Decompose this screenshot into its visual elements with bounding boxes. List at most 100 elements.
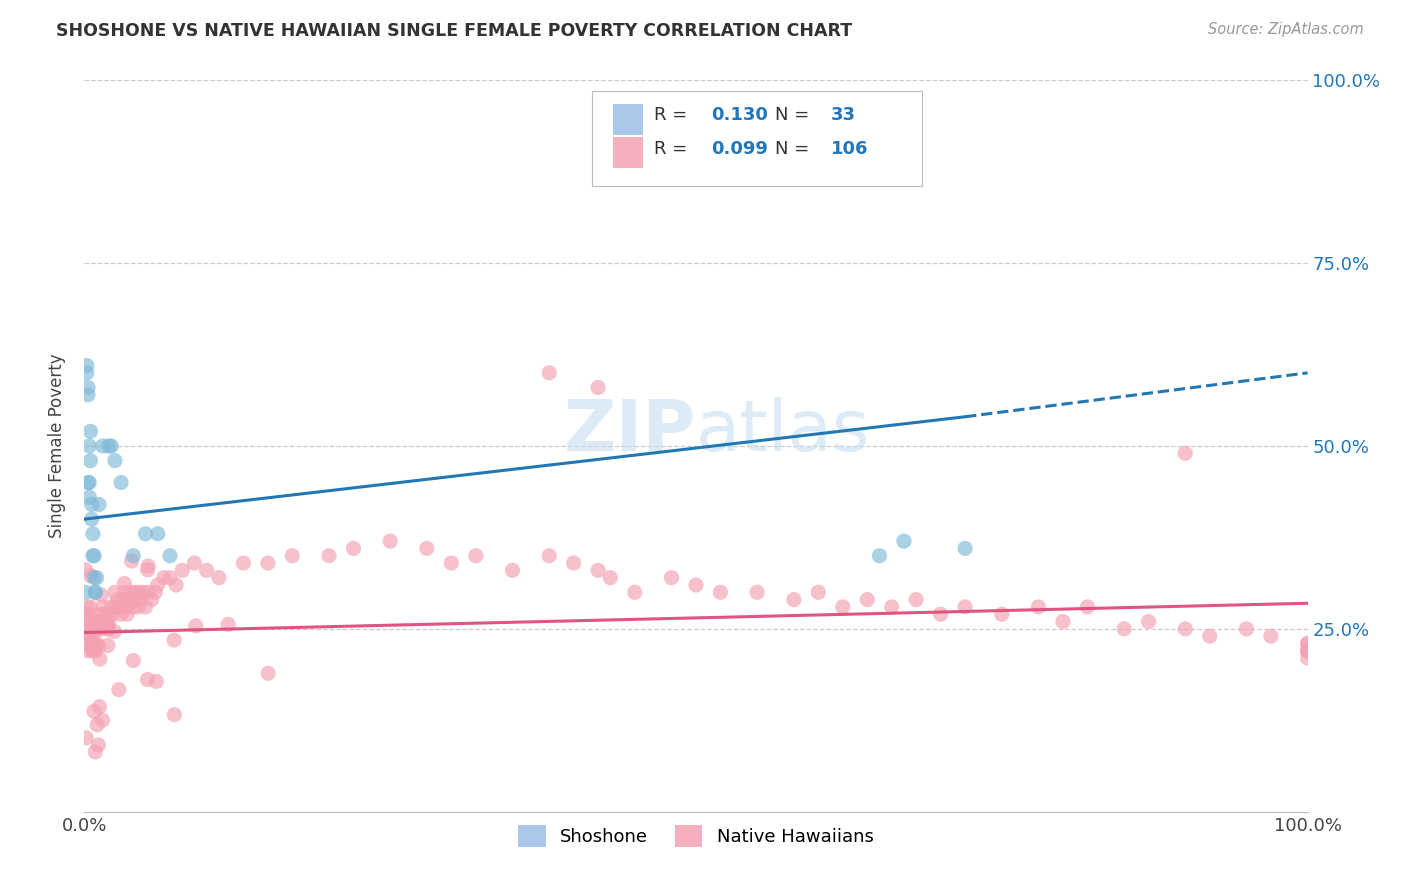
Point	[89, 699, 111, 714]
Point	[83, 636, 105, 650]
Point	[105, 592, 128, 607]
Point	[100, 439, 122, 453]
Point	[747, 585, 769, 599]
Point	[129, 592, 152, 607]
Point	[104, 599, 127, 614]
Point	[87, 615, 110, 629]
Text: N =: N =	[776, 140, 815, 158]
Point	[75, 563, 97, 577]
Point	[624, 585, 647, 599]
Point	[93, 615, 115, 629]
Point	[91, 599, 114, 614]
Text: 0.099: 0.099	[710, 140, 768, 158]
Point	[281, 549, 304, 563]
Point	[77, 475, 100, 490]
Point	[929, 607, 952, 622]
Point	[1137, 615, 1160, 629]
Point	[831, 599, 853, 614]
Point	[1296, 644, 1319, 658]
Text: 0.130: 0.130	[710, 106, 768, 124]
Point	[163, 633, 186, 648]
Point	[75, 585, 97, 599]
Point	[586, 563, 609, 577]
Point	[82, 644, 104, 658]
Point	[1028, 599, 1050, 614]
Point	[1198, 629, 1220, 643]
Point	[121, 554, 143, 568]
Text: SHOSHONE VS NATIVE HAWAIIAN SINGLE FEMALE POVERTY CORRELATION CHART: SHOSHONE VS NATIVE HAWAIIAN SINGLE FEMAL…	[56, 22, 852, 40]
Point	[122, 653, 145, 667]
Point	[79, 568, 101, 582]
Point	[86, 718, 108, 732]
Point	[75, 731, 97, 745]
Point	[141, 592, 163, 607]
Point	[89, 652, 111, 666]
Point	[82, 526, 104, 541]
Point	[97, 622, 120, 636]
Point	[80, 642, 103, 657]
Point	[107, 682, 129, 697]
Point	[159, 549, 181, 563]
Point	[83, 622, 105, 636]
Text: 106: 106	[831, 140, 868, 158]
Point	[79, 622, 101, 636]
Point	[586, 380, 609, 394]
Point	[163, 707, 186, 722]
Point	[97, 639, 120, 653]
Point	[75, 637, 97, 651]
Y-axis label: Single Female Poverty: Single Female Poverty	[48, 354, 66, 538]
Point	[125, 585, 148, 599]
Point	[77, 607, 100, 622]
Point	[82, 549, 104, 563]
Point	[893, 534, 915, 549]
Point	[232, 556, 254, 570]
Point	[1296, 644, 1319, 658]
Text: Source: ZipAtlas.com: Source: ZipAtlas.com	[1208, 22, 1364, 37]
Point	[685, 578, 707, 592]
Point	[114, 576, 136, 591]
Point	[77, 388, 100, 402]
Point	[153, 571, 176, 585]
Point	[257, 666, 280, 681]
Point	[135, 599, 157, 614]
Point	[709, 585, 731, 599]
Point	[86, 622, 108, 636]
Point	[84, 644, 107, 658]
Point	[953, 599, 976, 614]
Point	[84, 585, 107, 599]
Point	[562, 556, 585, 570]
Point	[77, 644, 100, 658]
Point	[91, 439, 114, 453]
Legend: Shoshone, Native Hawaiians: Shoshone, Native Hawaiians	[512, 817, 880, 854]
Point	[84, 745, 107, 759]
Point	[538, 549, 561, 563]
Point	[79, 425, 101, 439]
Point	[80, 498, 103, 512]
Text: atlas: atlas	[696, 397, 870, 466]
Point	[94, 607, 117, 622]
Point	[464, 549, 486, 563]
Point	[136, 563, 159, 577]
Point	[122, 549, 145, 563]
Point	[880, 599, 903, 614]
Point	[183, 556, 205, 570]
Point	[128, 585, 150, 599]
Point	[1052, 615, 1074, 629]
Point	[195, 563, 218, 577]
Point	[86, 636, 108, 650]
Point	[77, 622, 100, 636]
Point	[104, 453, 127, 467]
Point	[90, 622, 112, 636]
Point	[76, 359, 98, 373]
Point	[107, 599, 129, 614]
Point	[118, 592, 141, 607]
Point	[75, 607, 97, 622]
Point	[856, 592, 879, 607]
Point	[83, 549, 105, 563]
Point	[132, 585, 155, 599]
Point	[79, 453, 101, 467]
Point	[1260, 629, 1282, 643]
Point	[114, 585, 136, 599]
Point	[1174, 446, 1197, 460]
Point	[87, 622, 110, 636]
